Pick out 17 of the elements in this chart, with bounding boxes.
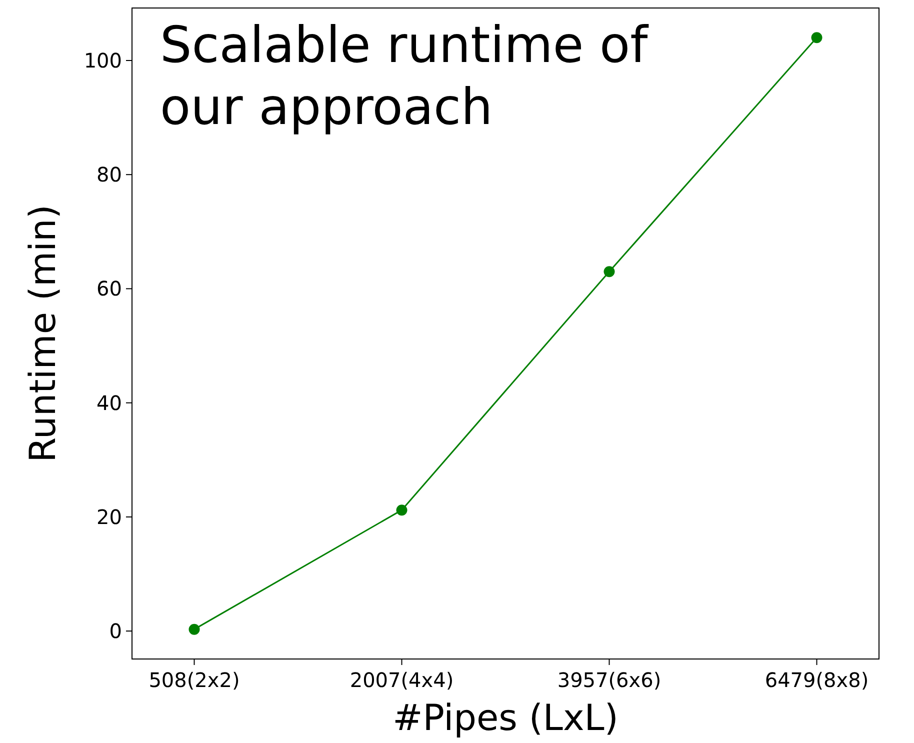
y-tick-label: 40 xyxy=(96,390,122,415)
y-tick-label: 0 xyxy=(109,619,122,644)
y-tick-label: 60 xyxy=(96,276,122,301)
text: Scalable runtime of our approach xyxy=(160,16,650,136)
point xyxy=(396,504,408,516)
x-tick-label: 508(2x2) xyxy=(148,668,240,692)
y-tick-label: 20 xyxy=(96,504,122,529)
x-tick-label: 2007(4x4) xyxy=(350,668,454,692)
y-tick-label: 80 xyxy=(96,162,122,187)
y-tick-label: 100 xyxy=(84,48,122,72)
y-axis-title: Runtime (min) xyxy=(23,204,64,462)
x-axis-title: #Pipes (LxL) xyxy=(392,698,618,739)
x-tick-label: 6479(8x8) xyxy=(764,668,869,692)
x-tick-label: 3957(6x6) xyxy=(557,668,662,692)
point xyxy=(604,266,615,278)
point xyxy=(811,32,822,44)
point xyxy=(188,624,200,635)
